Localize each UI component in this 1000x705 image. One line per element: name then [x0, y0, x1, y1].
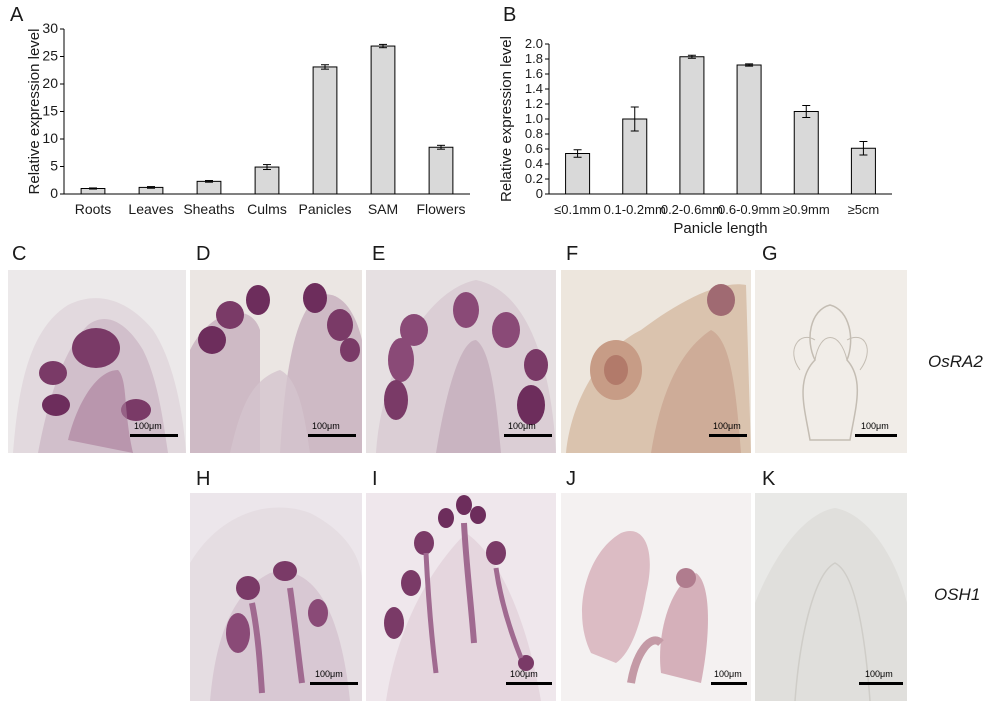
micrograph-g: 100μm: [755, 270, 907, 453]
scale-bar: [859, 682, 903, 685]
x-axis-label: Panicle length: [673, 220, 767, 237]
x-category-label: ≤0.1mm: [554, 202, 601, 217]
y-tick-label: 0.4: [525, 156, 543, 171]
micrograph-i-tissue: [384, 495, 541, 701]
bar: [736, 64, 762, 195]
panel-label-h: H: [196, 468, 211, 490]
gene-label-osh1: OSH1: [934, 585, 981, 604]
scale-bar-label: 100μm: [134, 421, 162, 431]
scale-bar: [130, 434, 178, 437]
micrograph-h-tissue: [190, 507, 362, 701]
x-category-label: Sheaths: [183, 201, 234, 217]
gene-label-osra2: OsRA2: [928, 352, 983, 371]
y-axis-label: Relative expression level: [26, 29, 43, 195]
panel-label-b: B: [503, 4, 517, 26]
bar: [370, 45, 396, 195]
micrograph-f: 100μm: [561, 270, 751, 453]
scale-bar-label: 100μm: [315, 669, 343, 679]
scale-bar-label: 100μm: [713, 421, 741, 431]
scale-bar: [855, 434, 897, 437]
scale-bar: [310, 682, 358, 685]
micrograph-e-tissue: [376, 280, 556, 453]
micrograph-e: 100μm: [366, 270, 556, 453]
x-category-label: 0.2-0.6mm: [661, 202, 723, 217]
y-tick-label: 0.6: [525, 141, 543, 156]
y-tick-label: 15: [42, 103, 58, 119]
scale-bar: [709, 434, 747, 437]
y-tick-label: 1.8: [525, 51, 543, 66]
y-tick-label: 1.4: [525, 81, 543, 96]
micrograph-k: 100μm: [755, 493, 907, 701]
y-tick-label: 2.0: [525, 36, 543, 51]
panel-label-k: K: [762, 468, 776, 490]
micrograph-c-tissue: [13, 298, 186, 453]
scale-bar-label: 100μm: [510, 669, 538, 679]
chart-a-expression-by-tissue: 0 5 10 15 20 25 30 Roots Leaves Sheaths Culms Panic…: [26, 20, 470, 217]
scale-bar-label: 100μm: [714, 669, 742, 679]
bar: [428, 146, 454, 195]
y-tick-label: 1.6: [525, 66, 543, 81]
micrograph-j-tissue: [582, 531, 708, 684]
x-category-label: 0.6-0.9mm: [718, 202, 780, 217]
micrograph-g-tissue: [793, 304, 868, 441]
y-tick-label: 30: [42, 20, 58, 36]
y-tick-label: 0: [50, 185, 58, 201]
y-tick-label: 0.8: [525, 126, 543, 141]
x-category-label: Leaves: [128, 201, 173, 217]
y-tick-label: 0.2: [525, 171, 543, 186]
micrograph-i: 100μm: [366, 493, 556, 701]
scale-bar: [308, 434, 356, 437]
panel-label-c: C: [12, 243, 27, 265]
bar: [196, 180, 222, 195]
y-tick-label: 0: [536, 186, 543, 201]
bar: [565, 153, 591, 195]
scale-bar: [506, 682, 552, 685]
panel-label-e: E: [372, 243, 386, 265]
micrograph-c: 100μm: [8, 270, 186, 453]
panel-label-g: G: [762, 243, 778, 265]
scale-bar-label: 100μm: [508, 421, 536, 431]
bar: [254, 166, 280, 195]
panel-label-j: J: [566, 468, 576, 490]
micrograph-d: 100μm: [190, 270, 362, 453]
y-tick-label: 10: [42, 130, 58, 146]
y-tick-label: 20: [42, 75, 58, 91]
y-tick-label: 1.2: [525, 96, 543, 111]
panel-label-d: D: [196, 243, 211, 265]
x-category-label: Flowers: [416, 201, 465, 217]
x-category-label: Culms: [247, 201, 287, 217]
scale-bar-label: 100μm: [865, 669, 893, 679]
y-axis-label: Relative expression level: [498, 36, 515, 202]
x-category-label: Panicles: [299, 201, 352, 217]
panel-label-i: I: [372, 468, 378, 490]
x-category-label: SAM: [368, 201, 398, 217]
x-category-label: 0.1-0.2mm: [604, 202, 666, 217]
bar: [793, 111, 819, 195]
y-tick-label: 1.0: [525, 111, 543, 126]
x-category-label: ≥0.9mm: [783, 202, 830, 217]
bar: [679, 56, 705, 195]
micrograph-h: 100μm: [190, 493, 362, 701]
scale-bar-label: 100μm: [312, 421, 340, 431]
bar: [850, 147, 876, 195]
micrograph-k-tissue: [755, 508, 907, 701]
scale-bar: [504, 434, 552, 437]
micrograph-d-tissue: [190, 283, 362, 453]
chart-b-expression-by-panicle-length: 00.20.40.60.81.01.21.41.61.82.0 ≤0.1mm 0.1…: [498, 36, 892, 237]
micrograph-j: 100μm: [561, 493, 751, 701]
panel-label-f: F: [566, 243, 579, 265]
x-category-label: Roots: [75, 201, 112, 217]
panel-label-a: A: [10, 4, 24, 26]
y-tick-label: 25: [42, 48, 58, 64]
y-tick-label: 5: [50, 158, 58, 174]
micrograph-f-tissue: [566, 284, 751, 453]
scale-bar: [711, 682, 747, 685]
x-category-label: ≥5cm: [848, 202, 880, 217]
bar: [312, 66, 338, 195]
scale-bar-label: 100μm: [861, 421, 889, 431]
